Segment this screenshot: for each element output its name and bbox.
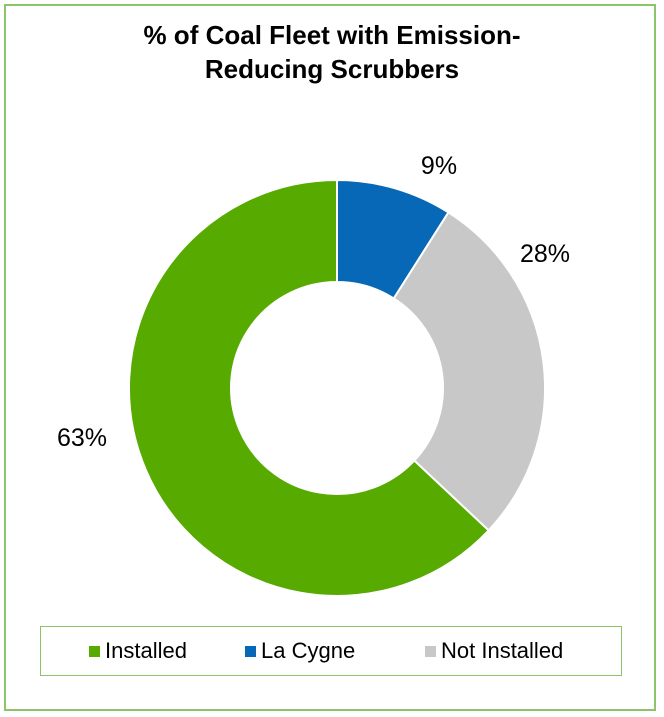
legend-item-installed: Installed (89, 627, 187, 675)
chart-legend: Installed La Cygne Not Installed (40, 626, 622, 676)
legend-item-not-installed: Not Installed (425, 627, 563, 675)
legend-swatch-la-cygne (245, 645, 256, 657)
donut-slice-installed (128, 178, 491, 597)
legend-swatch-installed (89, 645, 100, 657)
legend-label-not-installed: Not Installed (441, 638, 564, 663)
legend-item-la-cygne: La Cygne (245, 627, 355, 675)
data-label-la-cygne: 9% (421, 152, 457, 180)
chart-title-line-1: % of Coal Fleet with Emission- (143, 20, 521, 50)
data-label-not-installed: 28% (520, 240, 570, 268)
legend-swatch-not-installed (425, 645, 436, 657)
chart-title: % of Coal Fleet with Emission- Reducing … (0, 18, 664, 86)
data-label-installed: 63% (57, 424, 107, 452)
legend-label-la-cygne: La Cygne (261, 638, 356, 663)
donut-slice-not-installed (392, 210, 546, 532)
chart-title-line-2: Reducing Scrubbers (204, 54, 460, 84)
legend-label-installed: Installed (105, 638, 187, 663)
